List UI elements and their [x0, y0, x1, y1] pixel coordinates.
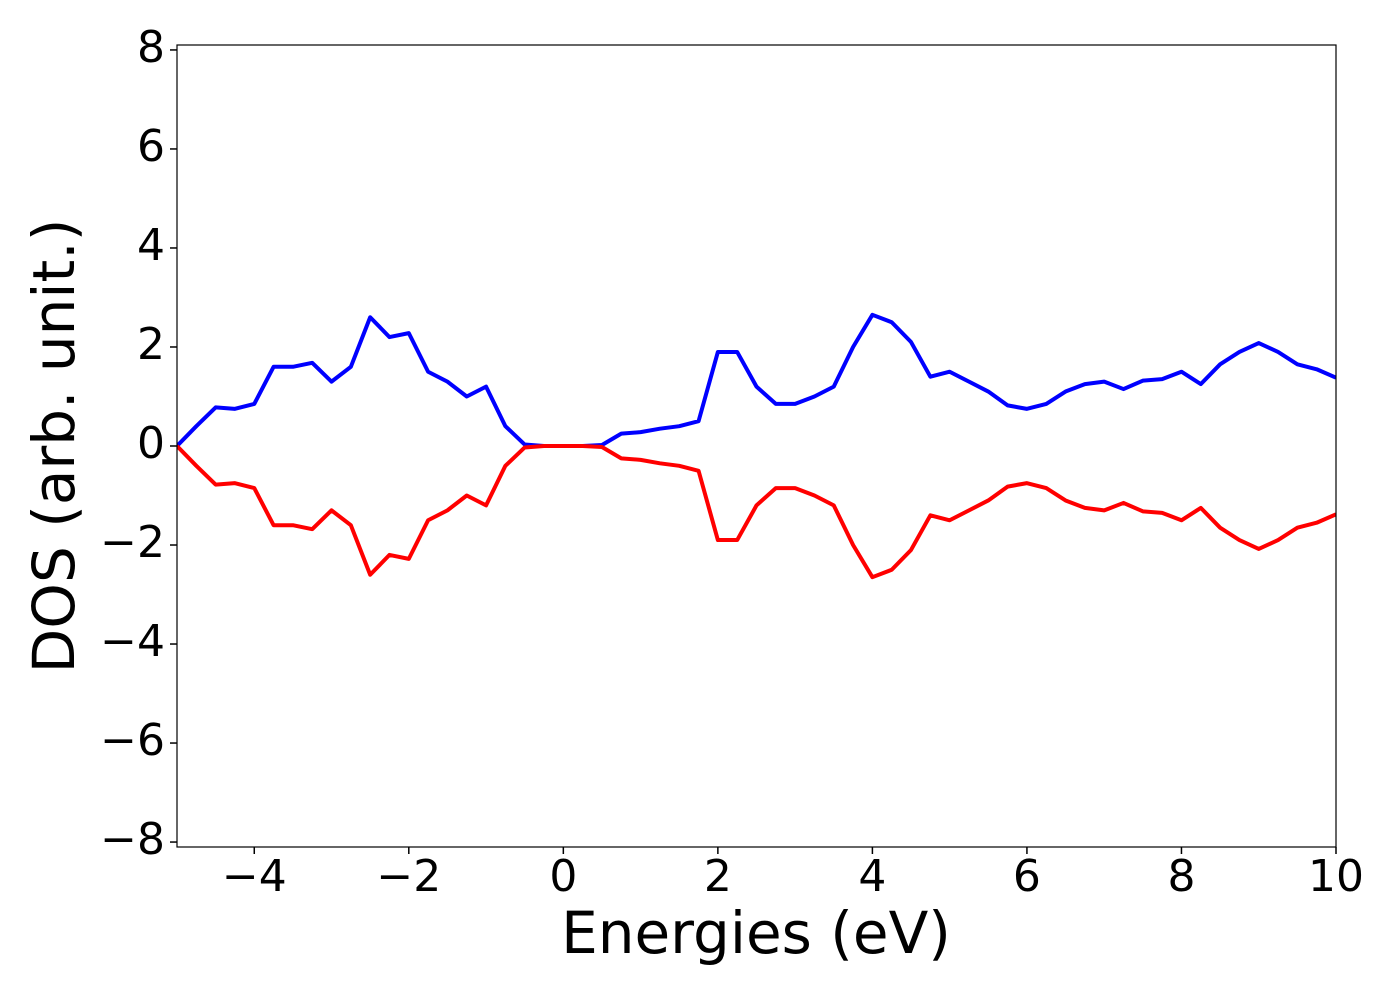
x-tick-label: 10 [1308, 851, 1364, 902]
y-tick-label: 0 [137, 418, 165, 469]
plot-frame [176, 44, 1337, 848]
x-tick-label: 8 [1167, 851, 1195, 902]
x-tick-label: 2 [704, 851, 732, 902]
y-tick-label: 4 [137, 220, 165, 271]
y-tick-label: −4 [100, 616, 165, 667]
y-axis-label: DOS (arb. unit.) [20, 219, 88, 674]
y-tick-label: −6 [100, 715, 165, 766]
y-tick-label: 6 [137, 121, 165, 172]
x-tick-label: −2 [376, 851, 441, 902]
x-tick-label: 6 [1013, 851, 1041, 902]
x-tick-label: 4 [858, 851, 886, 902]
x-tick-label: −4 [222, 851, 287, 902]
y-tick-label: 8 [137, 22, 165, 73]
dos-line [177, 312, 1336, 448]
y-tick-label: −2 [100, 517, 165, 568]
y-tick-label: 2 [137, 319, 165, 370]
x-tick-label: 0 [549, 851, 577, 902]
y-tick-label: −8 [100, 814, 165, 865]
dos-line [177, 444, 1336, 580]
x-axis-label: Energies (eV) [561, 899, 951, 967]
